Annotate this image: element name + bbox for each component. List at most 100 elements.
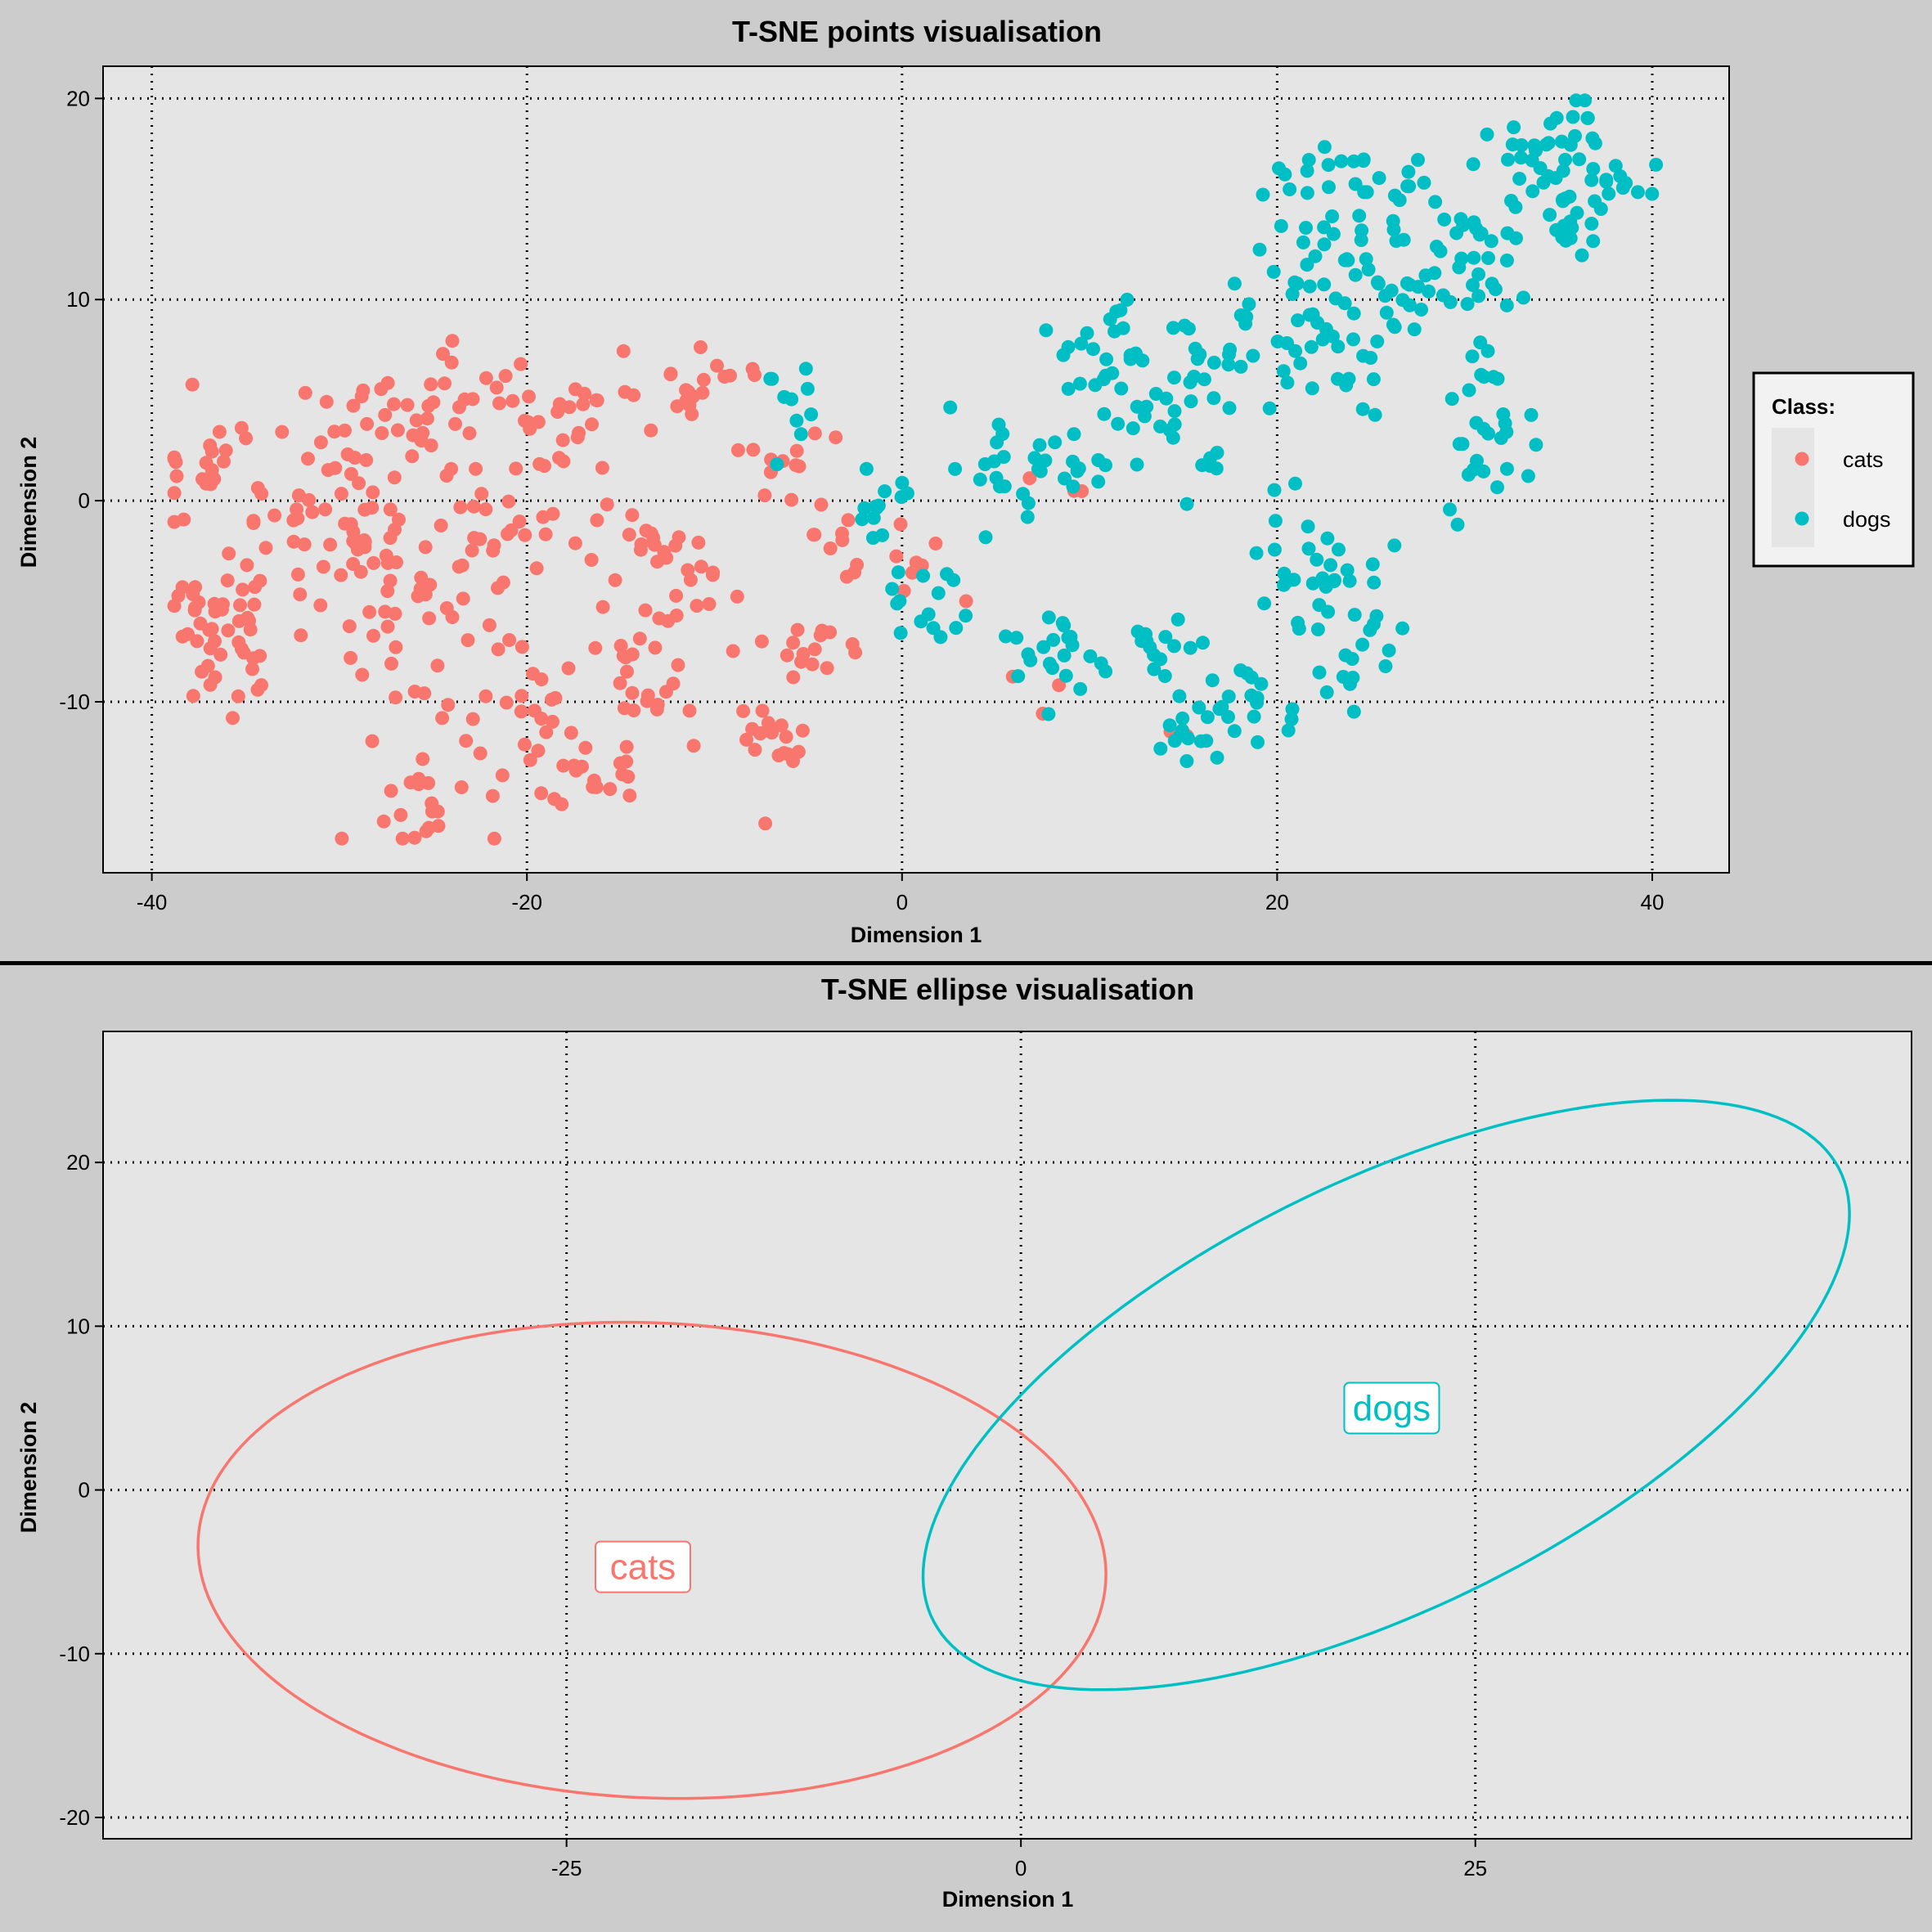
point-dogs <box>1270 335 1285 348</box>
point-cats <box>686 739 701 753</box>
point-dogs <box>1301 153 1316 167</box>
point-dogs <box>1249 546 1264 560</box>
x-tick-label: 40 <box>1641 890 1665 914</box>
point-cats <box>568 763 583 778</box>
point-dogs <box>1130 457 1144 472</box>
point-dogs <box>1310 622 1325 636</box>
point-dogs <box>1367 575 1382 590</box>
point-dogs <box>1167 371 1181 385</box>
point-cats <box>595 461 609 475</box>
point-dogs <box>1417 175 1431 190</box>
point-cats <box>212 425 227 439</box>
point-cats <box>889 549 904 564</box>
point-cats <box>383 502 398 517</box>
point-dogs <box>1183 640 1197 655</box>
point-cats <box>316 559 330 574</box>
point-dogs <box>1288 344 1303 358</box>
point-dogs <box>1367 617 1381 631</box>
x-tick-label: -20 <box>511 890 542 914</box>
tsne-points-chart: T-SNE points visualisation -40 -20 0 20 40 -… <box>16 15 1915 947</box>
point-cats <box>777 746 791 761</box>
legend-label-cats: cats <box>1843 447 1884 472</box>
point-dogs <box>1516 290 1530 305</box>
point-dogs <box>1175 711 1190 726</box>
point-dogs <box>1153 741 1168 756</box>
point-cats <box>177 512 191 527</box>
point-cats <box>546 714 559 729</box>
point-dogs <box>1293 356 1308 371</box>
point-cats <box>246 651 261 666</box>
point-cats <box>514 689 529 703</box>
point-cats <box>577 386 592 401</box>
point-cats <box>556 758 571 773</box>
point-dogs <box>1471 289 1486 303</box>
point-dogs <box>916 568 931 583</box>
point-dogs <box>1585 131 1600 146</box>
point-cats <box>414 570 429 585</box>
label-box-cats <box>594 1540 691 1593</box>
point-cats <box>814 497 829 512</box>
point-dogs <box>1524 407 1539 422</box>
point-cats <box>419 824 434 838</box>
point-cats <box>186 587 200 601</box>
point-cats <box>625 508 640 523</box>
point-dogs <box>1488 282 1503 297</box>
ellipse-cats <box>196 1320 1108 1800</box>
point-dogs <box>1584 217 1599 231</box>
point-cats <box>479 502 493 517</box>
point-cats <box>523 753 537 767</box>
point-cats <box>387 397 401 411</box>
point-dogs <box>1179 496 1194 511</box>
point-dogs <box>1443 502 1457 517</box>
point-cats <box>847 565 861 580</box>
point-cats <box>378 407 393 422</box>
point-cats <box>585 417 599 432</box>
point-dogs <box>1445 392 1459 407</box>
point-cats <box>387 470 402 485</box>
point-cats <box>694 340 708 354</box>
point-cats <box>375 426 389 440</box>
point-cats <box>671 658 685 672</box>
point-dogs <box>1300 164 1314 178</box>
point-cats <box>546 506 560 521</box>
point-dogs <box>1499 425 1514 439</box>
point-dogs <box>1555 192 1570 207</box>
point-dogs <box>1401 164 1416 179</box>
y-tick-label: 10 <box>66 1314 90 1338</box>
point-cats <box>302 492 317 507</box>
x-axis-ticks: -25 0 25 <box>551 1839 1487 1880</box>
point-dogs <box>1370 335 1385 348</box>
y-tick-label: 0 <box>79 1478 90 1503</box>
ellipses <box>196 1099 1851 1800</box>
point-dogs <box>1215 699 1229 714</box>
point-cats <box>321 463 335 478</box>
point-dogs <box>1512 172 1527 186</box>
point-cats <box>380 375 395 390</box>
point-cats <box>835 526 849 541</box>
point-cats <box>359 453 374 467</box>
point-cats <box>640 694 654 708</box>
point-cats <box>739 732 753 747</box>
x-axis-label: Dimension 1 <box>851 923 982 947</box>
point-dogs <box>1580 110 1595 125</box>
point-dogs <box>1267 542 1282 557</box>
point-dogs <box>1359 185 1374 200</box>
point-dogs <box>793 427 808 442</box>
point-cats <box>502 633 517 647</box>
point-dogs <box>1443 294 1458 309</box>
point-cats <box>425 804 439 819</box>
point-dogs <box>1302 279 1317 294</box>
point-cats <box>823 541 838 555</box>
point-cats <box>424 377 438 392</box>
point-cats <box>758 816 773 831</box>
point-cats <box>357 502 372 517</box>
point-dogs <box>1558 233 1573 248</box>
point-cats <box>600 497 614 512</box>
y-tick-label: 20 <box>66 86 90 110</box>
point-dogs <box>1036 640 1051 654</box>
legend-key-dogs <box>1795 511 1809 526</box>
point-cats <box>444 461 459 476</box>
point-dogs <box>1348 267 1363 282</box>
point-cats <box>350 542 365 557</box>
point-cats <box>495 768 510 783</box>
